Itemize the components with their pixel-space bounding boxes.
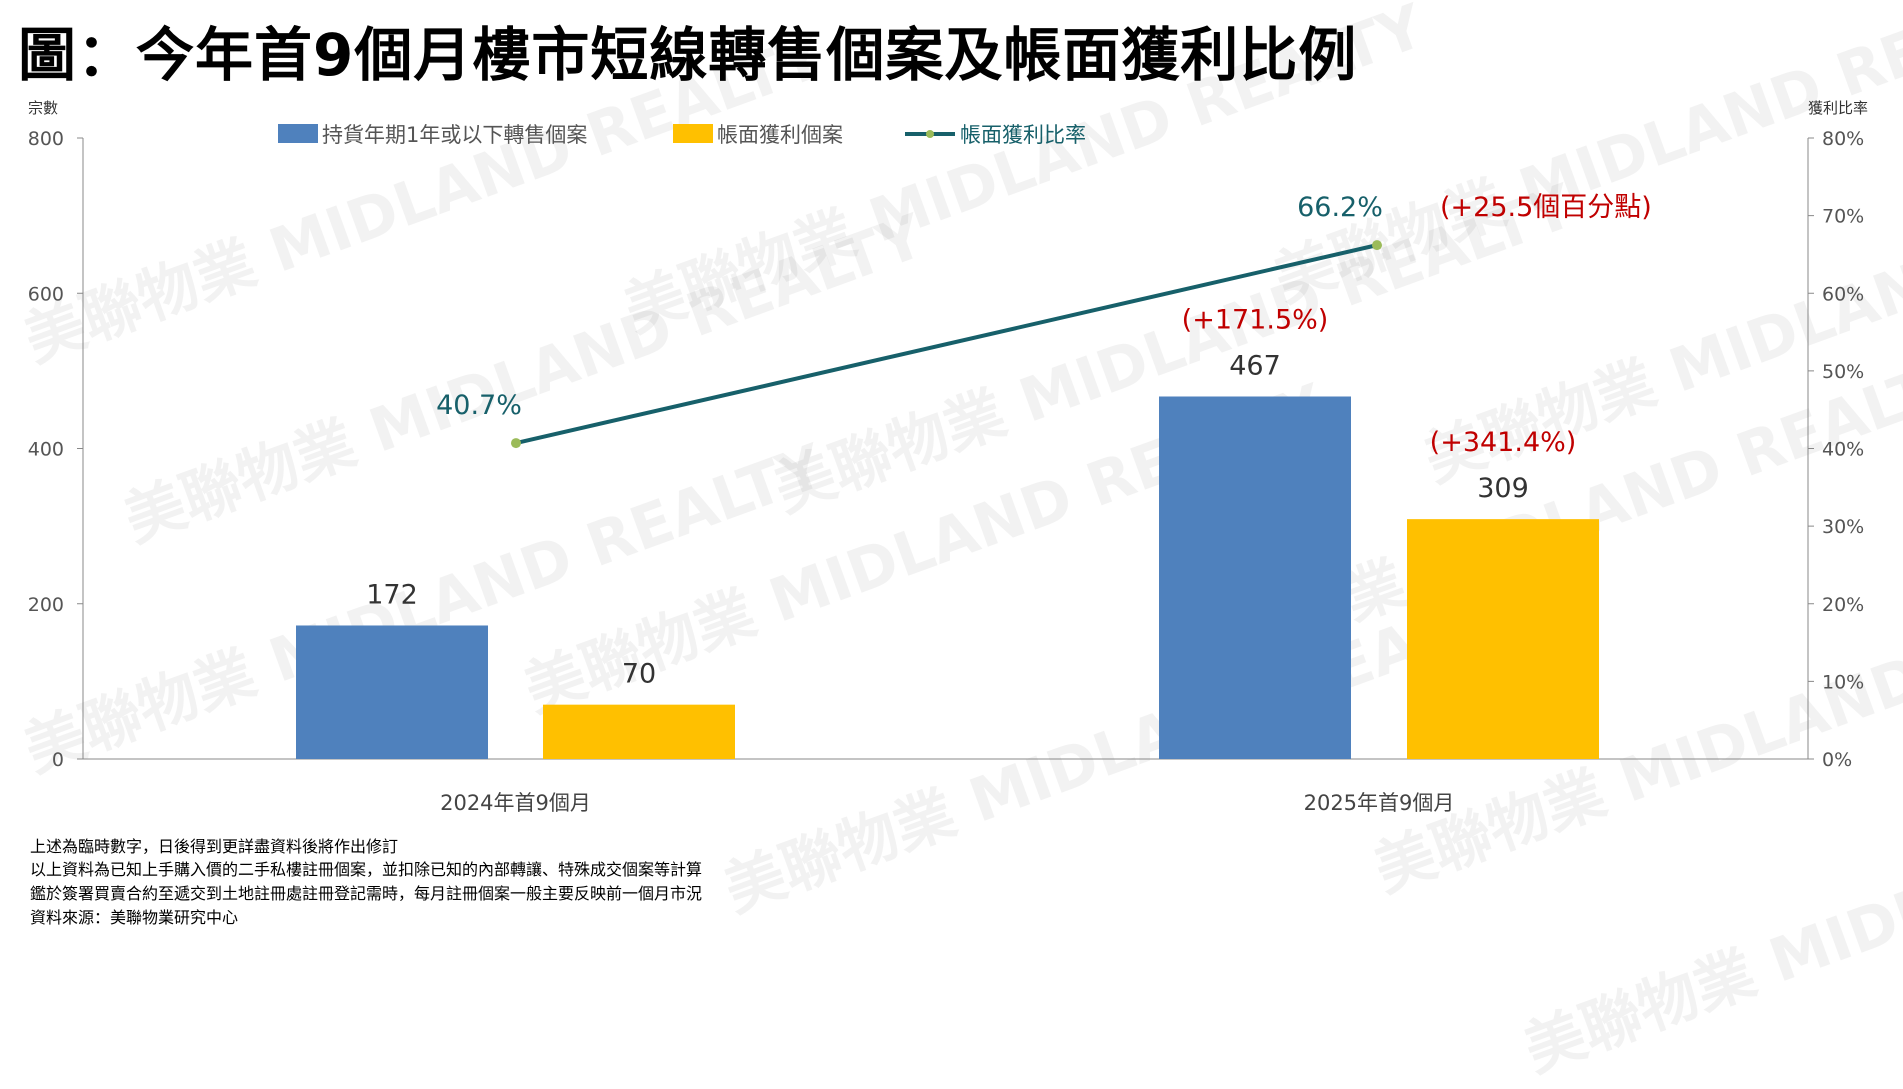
legend-marker bbox=[926, 130, 934, 138]
ratio-change-annotation: (+25.5個百分點) bbox=[1440, 192, 1652, 223]
legend-label: 帳面獲利比率 bbox=[960, 123, 1086, 147]
y-right-tick-label: 10% bbox=[1822, 671, 1864, 693]
footnote-1: 上述為臨時數字，日後得到更詳盡資料後將作出修訂 bbox=[30, 837, 399, 856]
bar-resale bbox=[296, 625, 488, 759]
bar-data-label: 467 bbox=[1229, 350, 1281, 381]
y-right-tick-label: 20% bbox=[1822, 594, 1864, 616]
x-category-label: 2024年首9個月 bbox=[440, 791, 591, 815]
y-left-tick-label: 400 bbox=[28, 439, 64, 461]
y-right-tick-label: 0% bbox=[1822, 749, 1852, 771]
ratio-marker bbox=[511, 438, 521, 449]
bar-data-label: 172 bbox=[366, 579, 418, 610]
y-left-tick-label: 0 bbox=[52, 749, 64, 771]
x-category-label: 2025年首9個月 bbox=[1304, 791, 1455, 815]
y-right-tick-label: 50% bbox=[1822, 361, 1864, 383]
ratio-line bbox=[515, 243, 1378, 446]
bar-profit bbox=[1407, 519, 1599, 759]
footnote-source: 資料來源：美聯物業研究中心 bbox=[30, 908, 239, 927]
legend-swatch-yellow bbox=[673, 124, 713, 143]
chart-title: 圖：今年首9個月樓市短線轉售個案及帳面獲利比例 bbox=[18, 21, 1358, 89]
bar-profit bbox=[543, 704, 735, 759]
y-right-tick-label: 70% bbox=[1822, 206, 1864, 228]
bar-change-annotation: (+171.5%) bbox=[1182, 304, 1329, 335]
legend-label: 持貨年期1年或以下轉售個案 bbox=[322, 123, 587, 147]
ratio-data-label: 66.2% bbox=[1297, 192, 1383, 223]
y-left-label: 宗數 bbox=[28, 99, 58, 117]
ratio-data-label: 40.7% bbox=[436, 390, 522, 421]
footnote-2: 以上資料為已知上手購入價的二手私樓註冊個案，並扣除已知的內部轉讓、特殊成交個案等… bbox=[30, 860, 703, 879]
y-right-label: 獲利比率 bbox=[1808, 99, 1868, 117]
y-right-tick-label: 60% bbox=[1822, 283, 1864, 305]
chart: 宗數 獲利比率 0 200 400 600 800 0% 10% 20% 30% 40% 50% 60% 7… bbox=[28, 99, 1868, 815]
ratio-marker bbox=[1372, 240, 1382, 251]
footnote-3: 鑑於簽署買賣合約至遞交到土地註冊處註冊登記需時，每月註冊個案一般主要反映前一個月… bbox=[30, 884, 703, 903]
bar-data-label: 309 bbox=[1477, 473, 1529, 504]
y-right-tick-label: 30% bbox=[1822, 516, 1864, 538]
bar-change-annotation: (+341.4%) bbox=[1430, 427, 1577, 458]
legend-swatch-blue bbox=[278, 124, 318, 143]
legend-label: 帳面獲利個案 bbox=[717, 123, 843, 147]
y-left-tick-label: 200 bbox=[28, 594, 64, 616]
y-right-tick-label: 40% bbox=[1822, 439, 1864, 461]
y-right-tick-label: 80% bbox=[1822, 128, 1864, 150]
bar-data-label: 70 bbox=[622, 659, 656, 690]
y-left-tick-label: 600 bbox=[28, 283, 64, 305]
bar-resale bbox=[1159, 396, 1351, 759]
y-left-tick-label: 800 bbox=[28, 128, 64, 150]
